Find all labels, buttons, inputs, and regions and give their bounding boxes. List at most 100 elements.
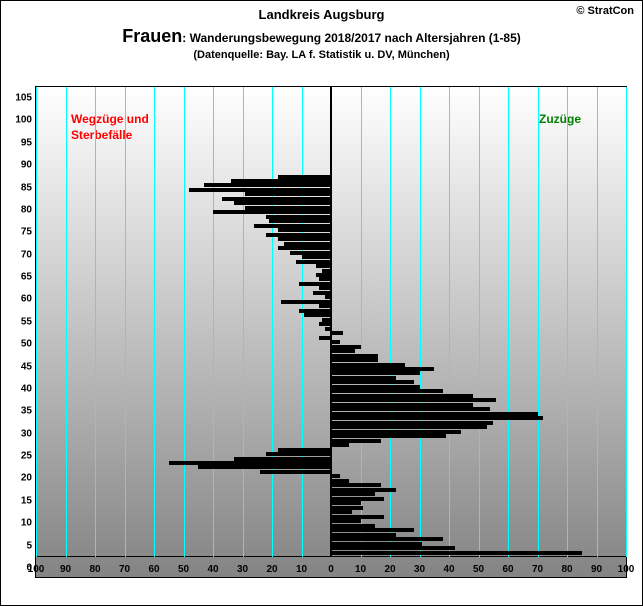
data-bar xyxy=(331,439,381,443)
data-bar xyxy=(278,246,331,250)
gridline xyxy=(626,87,627,557)
y-tick-label: 25 xyxy=(12,451,32,462)
gridline xyxy=(597,87,598,557)
data-bar xyxy=(278,448,331,452)
data-bar xyxy=(325,295,331,299)
data-bar xyxy=(278,228,331,232)
data-bar xyxy=(278,237,331,241)
data-bar xyxy=(331,483,381,487)
data-bar xyxy=(204,183,331,187)
data-bar xyxy=(331,479,349,483)
title-rest: : Wanderungsbewegung 2018/2017 nach Alte… xyxy=(182,31,521,45)
data-bar xyxy=(169,461,331,465)
data-bar xyxy=(266,233,331,237)
data-bar xyxy=(266,215,331,219)
y-tick-label: 30 xyxy=(12,428,32,439)
data-bar xyxy=(331,345,361,349)
y-tick-label: 50 xyxy=(12,339,32,350)
data-bar xyxy=(331,430,461,434)
data-bar xyxy=(322,269,331,273)
chart-frame: © StratCon Landkreis Augsburg Frauen: Wa… xyxy=(0,0,643,606)
x-tick-label: 20 xyxy=(266,564,277,575)
gridline xyxy=(567,87,568,557)
data-bar xyxy=(254,224,331,228)
y-tick-label: 65 xyxy=(12,272,32,283)
plot-area: Wegzüge und Sterbefälle Zuzüge 100908070… xyxy=(35,86,627,578)
data-bar xyxy=(331,403,473,407)
data-bar xyxy=(319,286,331,290)
label-wegzuege: Wegzüge und Sterbefälle xyxy=(71,112,149,143)
gridline xyxy=(508,87,509,557)
gridline xyxy=(420,87,421,557)
x-tick-label: 10 xyxy=(296,564,307,575)
data-bar xyxy=(331,474,340,478)
gridline xyxy=(449,87,450,557)
x-tick-label: 0 xyxy=(328,564,334,575)
gridline xyxy=(66,87,67,557)
data-bar xyxy=(331,421,493,425)
data-bar xyxy=(331,506,363,510)
data-bar xyxy=(331,515,384,519)
chart-title: Frauen: Wanderungsbewegung 2018/2017 nac… xyxy=(1,26,642,47)
x-tick-label: 60 xyxy=(148,564,159,575)
data-bar xyxy=(245,192,331,196)
data-bar xyxy=(331,551,582,555)
data-bar xyxy=(331,398,496,402)
y-tick-label: 105 xyxy=(12,93,32,104)
data-bar xyxy=(281,300,331,304)
gridline xyxy=(125,87,126,557)
y-tick-label: 85 xyxy=(12,182,32,193)
y-tick-label: 10 xyxy=(12,518,32,529)
data-bar xyxy=(222,197,331,201)
data-bar xyxy=(331,542,422,546)
y-tick-label: 15 xyxy=(12,495,32,506)
x-tick-label: 100 xyxy=(618,564,635,575)
data-bar xyxy=(319,322,331,326)
data-bar xyxy=(316,273,331,277)
data-bar xyxy=(331,407,490,411)
data-bar xyxy=(266,452,331,456)
data-bar xyxy=(331,412,538,416)
data-bar xyxy=(331,380,414,384)
x-tick-label: 40 xyxy=(443,564,454,575)
data-bar xyxy=(245,206,331,210)
y-tick-label: 90 xyxy=(12,160,32,171)
data-bar xyxy=(331,394,473,398)
data-bar xyxy=(331,546,455,550)
data-bar xyxy=(331,492,375,496)
x-tick-label: 50 xyxy=(178,564,189,575)
x-tick-label: 80 xyxy=(89,564,100,575)
data-bar xyxy=(331,340,340,344)
y-tick-label: 60 xyxy=(12,294,32,305)
data-bar xyxy=(331,488,396,492)
x-tick-label: 50 xyxy=(473,564,484,575)
x-tick-label: 70 xyxy=(119,564,130,575)
y-tick-label: 35 xyxy=(12,406,32,417)
data-bar xyxy=(331,443,349,447)
x-tick-label: 70 xyxy=(532,564,543,575)
y-tick-label: 5 xyxy=(12,540,32,551)
data-bar xyxy=(331,385,420,389)
data-bar xyxy=(269,219,331,223)
data-bar xyxy=(299,282,331,286)
data-bar xyxy=(331,371,420,375)
data-bar xyxy=(331,434,446,438)
copyright-label: © StratCon xyxy=(576,5,634,17)
y-tick-label: 40 xyxy=(12,383,32,394)
data-bar xyxy=(331,524,375,528)
gridline xyxy=(213,87,214,557)
x-tick-label: 80 xyxy=(561,564,572,575)
gridline xyxy=(538,87,539,557)
data-bar xyxy=(331,358,378,362)
data-bar xyxy=(331,363,405,367)
data-bar xyxy=(331,349,355,353)
gridline xyxy=(95,87,96,557)
data-bar xyxy=(319,336,331,340)
x-tick-label: 30 xyxy=(414,564,425,575)
x-tick-label: 10 xyxy=(355,564,366,575)
data-source-label: (Datenquelle: Bay. LA f. Statistik u. DV… xyxy=(1,49,642,61)
y-tick-label: 0 xyxy=(12,563,32,574)
x-tick-label: 30 xyxy=(237,564,248,575)
gridline xyxy=(390,87,391,557)
y-tick-label: 20 xyxy=(12,473,32,484)
